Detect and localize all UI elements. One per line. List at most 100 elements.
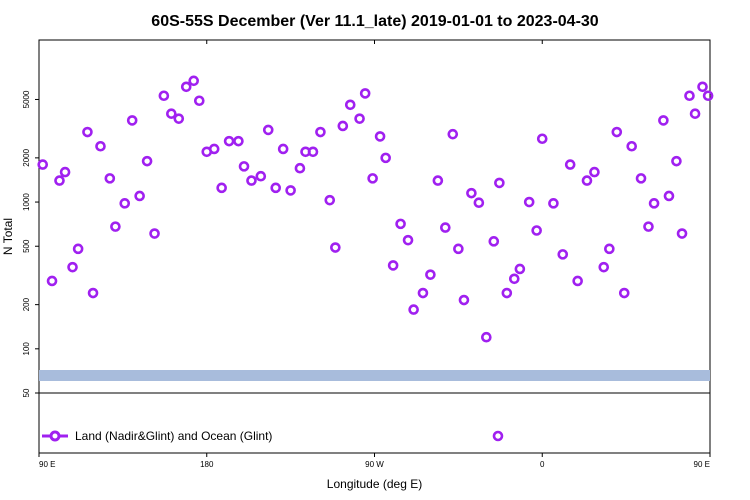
x-tick-label: 90 E: [694, 460, 710, 469]
data-point: [702, 90, 714, 102]
data-point: [54, 175, 65, 186]
data-point: [635, 173, 647, 184]
plot-panel: [38, 39, 711, 454]
data-point: [255, 170, 267, 182]
y-tick-label: 200: [22, 297, 31, 311]
data-point: [277, 143, 289, 155]
data-point: [395, 218, 406, 230]
data-point: [417, 287, 429, 299]
data-point: [134, 190, 145, 202]
data-point: [557, 249, 569, 260]
x-tick-label: 180: [200, 460, 214, 469]
data-point: [359, 88, 371, 99]
data-point: [59, 166, 71, 178]
y-tick-label: 50: [22, 388, 31, 397]
x-tick-label: 90 E: [39, 460, 55, 469]
data-point: [663, 190, 675, 202]
data-point: [387, 260, 399, 271]
x-tick-label: 0: [540, 460, 545, 469]
data-point: [104, 173, 116, 184]
data-point: [119, 198, 131, 209]
data-point: [531, 225, 542, 236]
data-point: [604, 243, 615, 255]
data-point: [572, 275, 583, 287]
data-point: [330, 242, 341, 253]
data-point: [402, 234, 414, 246]
data-point: [447, 128, 459, 140]
data-point: [492, 430, 504, 442]
plot-frame: [38, 39, 711, 454]
data-point: [508, 273, 520, 285]
data-point: [87, 287, 99, 299]
y-tick-label: 500: [22, 239, 31, 253]
data-point: [141, 155, 153, 167]
data-point: [180, 81, 192, 93]
data-point: [458, 294, 470, 306]
y-tick-label: 1000: [22, 193, 31, 211]
data-point: [223, 135, 235, 147]
legend: Land (Nadir&Glint) and Ocean (Glint): [42, 429, 272, 443]
data-point: [337, 120, 349, 132]
data-point: [72, 243, 84, 255]
data-point: [149, 228, 160, 239]
data-point: [374, 131, 386, 142]
data-point: [324, 194, 336, 206]
legend-label: Land (Nadir&Glint) and Ocean (Glint): [75, 429, 272, 443]
data-point: [315, 126, 326, 138]
data-point: [193, 95, 205, 107]
data-point: [188, 75, 200, 87]
data-point: [488, 236, 500, 247]
chart-title: 60S-55S December (Ver 11.1_late) 2019-01…: [151, 13, 599, 30]
data-point: [246, 175, 257, 186]
data-point: [285, 185, 296, 196]
data-point: [626, 140, 638, 152]
data-point: [523, 196, 535, 208]
data-coverage-band: [39, 370, 710, 381]
data-point: [611, 126, 623, 138]
data-point: [67, 261, 78, 273]
data-point: [589, 166, 600, 178]
data-point: [697, 81, 708, 93]
data-points: [37, 75, 714, 442]
data-point: [481, 331, 492, 343]
data-point: [536, 133, 548, 145]
data-point: [676, 228, 688, 239]
data-point: [564, 159, 576, 170]
data-point: [466, 187, 477, 199]
data-point: [581, 175, 593, 186]
data-point: [501, 287, 513, 299]
y-axis: 50 100 200 500 1000 2000 5000: [22, 90, 39, 397]
data-point: [618, 287, 630, 299]
data-point: [95, 140, 106, 152]
data-point: [453, 243, 464, 255]
data-point: [689, 108, 701, 119]
x-axis-label: Longitude (deg E): [327, 477, 422, 491]
data-point: [684, 90, 695, 102]
data-point: [262, 124, 274, 136]
data-point: [208, 143, 220, 155]
data-point: [126, 115, 138, 126]
data-point: [270, 182, 282, 194]
data-point: [671, 155, 682, 167]
data-point: [440, 222, 451, 233]
data-point: [354, 113, 365, 124]
data-point: [648, 198, 660, 209]
data-point: [110, 221, 121, 232]
y-tick-label: 2000: [22, 148, 31, 166]
data-point: [294, 162, 306, 174]
data-point: [233, 135, 244, 147]
data-point: [514, 263, 526, 275]
data-point: [173, 113, 185, 124]
x-tick-label: 90 W: [365, 460, 384, 469]
data-point: [46, 275, 58, 287]
data-point: [425, 269, 436, 280]
y-axis-label: N Total: [1, 218, 15, 255]
data-point: [367, 173, 378, 184]
data-point: [548, 198, 559, 209]
x-axis: 90 E 180 90 W 0 90 E: [38, 40, 711, 469]
data-point: [494, 177, 505, 189]
data-point: [658, 115, 669, 126]
data-point: [643, 221, 654, 232]
data-point: [307, 146, 319, 158]
